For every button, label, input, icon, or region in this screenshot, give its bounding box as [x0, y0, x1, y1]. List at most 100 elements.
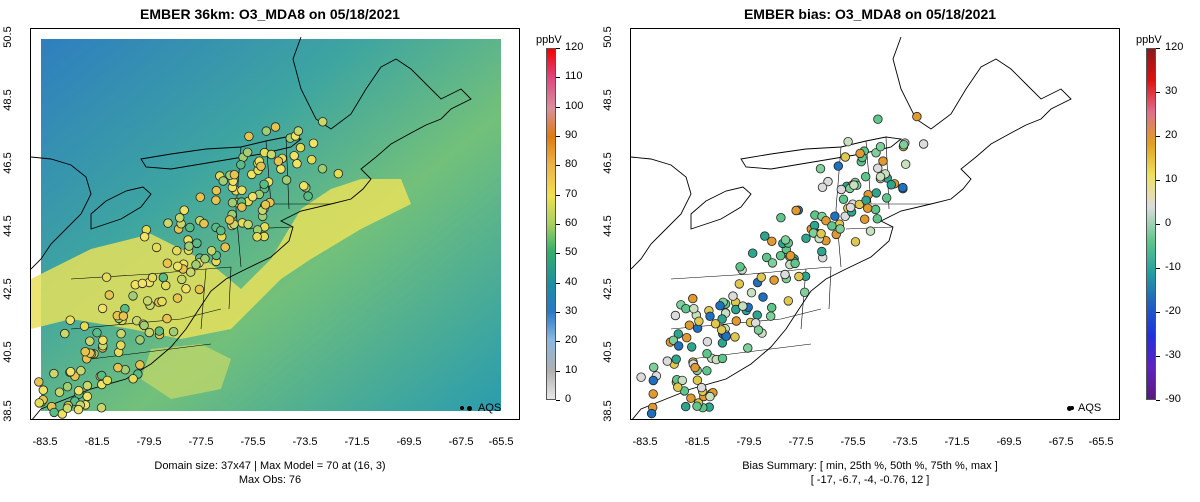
aqs-station-marker: [158, 272, 169, 283]
aqs-station-marker: [833, 161, 844, 171]
aqs-station-marker: [872, 214, 883, 224]
aqs-station-marker: [662, 356, 673, 366]
aqs-legend-label: AQS: [478, 402, 502, 414]
aqs-station-marker: [157, 296, 167, 307]
aqs-station-marker: [135, 360, 145, 370]
aqs-station-marker: [260, 200, 271, 210]
aqs-station-marker: [684, 320, 695, 330]
aqs-station-marker: [266, 149, 277, 160]
aqs-legend: AQS: [1067, 402, 1101, 414]
y-tick-label: 46.5: [2, 152, 14, 174]
aqs-station-marker: [861, 195, 871, 206]
great-lakes-outline: [31, 136, 303, 270]
aqs-station-marker: [76, 366, 86, 376]
aqs-station-marker: [85, 336, 95, 346]
aqs-station-marker: [74, 386, 84, 396]
aqs-station-marker: [710, 319, 721, 329]
colorbar-tick-label: 70: [565, 187, 578, 200]
model-map-title: EMBER 36km: O3_MDA8 on 05/18/2021: [140, 6, 400, 22]
aqs-station-marker: [118, 311, 129, 321]
y-tick-label: 38.5: [602, 400, 614, 422]
model-domain-summary: Domain size: 37x47 | Max Model = 70 at (…: [154, 460, 386, 472]
aqs-station-marker: [307, 154, 317, 165]
x-tick-label: -67.5: [448, 436, 474, 448]
colorbar-tick-label: 120: [1165, 41, 1184, 53]
colorbar-tick: [556, 136, 560, 137]
aqs-station-marker: [681, 304, 691, 314]
y-tick-label: 38.5: [2, 400, 14, 422]
aqs-station-marker: [753, 325, 764, 335]
aqs-station-marker: [308, 138, 319, 149]
bias-map-svg: [631, 36, 1074, 419]
aqs-station-marker: [801, 233, 811, 244]
aqs-station-marker: [717, 314, 727, 324]
bias-summary-header: Bias Summary: [ min, 25th %, 50th %, 75t…: [742, 460, 998, 472]
aqs-station-marker: [696, 382, 707, 393]
aqs-station-marker: [690, 362, 700, 373]
aqs-station-marker: [211, 195, 221, 205]
aqs-station-marker: [702, 349, 712, 359]
aqs-station-marker: [73, 404, 84, 415]
aqs-marker-icon: [1067, 405, 1072, 411]
colorbar-tick-label: 20: [565, 334, 578, 347]
aqs-station-marker: [96, 403, 107, 413]
aqs-station-marker: [34, 398, 44, 408]
colorbar-tick-label: 60: [565, 217, 578, 229]
y-tick-label: 40.5: [602, 341, 614, 363]
aqs-station-marker: [783, 296, 794, 306]
aqs-station-marker: [871, 188, 882, 198]
aqs-station-marker: [671, 354, 681, 364]
y-tick-label: 48.5: [602, 89, 614, 111]
max-obs-summary: Max Obs: 76: [238, 474, 302, 486]
aqs-station-marker: [194, 284, 205, 295]
colorbar-tick-label: -30: [1165, 349, 1181, 361]
aqs-station-marker: [752, 310, 762, 320]
colorbar-tick-label: 30: [1165, 85, 1178, 97]
aqs-station-marker: [199, 218, 209, 229]
colorbar-tick-label: 120: [565, 41, 584, 53]
aqs-station-marker: [102, 375, 113, 386]
aqs-station-marker: [716, 325, 727, 335]
aqs-station-marker: [859, 214, 870, 224]
aqs-station-marker: [185, 267, 196, 277]
aqs-station-marker: [82, 380, 93, 391]
colorbar-tick: [1156, 400, 1160, 401]
aqs-station-marker: [687, 342, 697, 352]
x-tick-label: -81.5: [684, 436, 710, 448]
aqs-station-marker: [252, 232, 262, 242]
aqs-station-marker: [850, 237, 861, 247]
colorbar-tick-label: 90: [565, 129, 578, 141]
y-tick-label: 42.5: [602, 278, 614, 300]
aqs-station-marker: [137, 278, 148, 289]
x-tick-label: -73.5: [292, 436, 318, 448]
y-tick-label: 42.5: [2, 278, 14, 300]
aqs-station-marker: [674, 341, 684, 351]
aqs-station-marker: [817, 246, 827, 257]
aqs-station-marker: [49, 407, 59, 418]
aqs-station-marker: [765, 311, 776, 321]
aqs-station-marker: [162, 258, 173, 268]
aqs-station-marker: [899, 140, 909, 150]
aqs-station-marker: [206, 246, 217, 256]
coastline: [32, 36, 472, 419]
aqs-station-marker: [747, 248, 758, 258]
aqs-station-marker: [181, 284, 191, 294]
aqs-station-marker: [734, 279, 745, 289]
aqs-station-marker: [743, 343, 753, 353]
aqs-station-marker: [38, 385, 49, 395]
colorbar-tick-label: -10: [1165, 261, 1181, 273]
aqs-station-marker: [677, 375, 688, 386]
aqs-station-marker: [692, 401, 702, 411]
aqs-legend-label: AQS: [1078, 402, 1102, 414]
aqs-station-marker: [646, 408, 657, 419]
aqs-station-marker: [211, 185, 222, 196]
aqs-station-marker: [873, 114, 883, 124]
colorbar-tick: [1156, 92, 1160, 93]
aqs-station-marker: [242, 147, 253, 158]
moderate-ozone-region: [141, 344, 231, 399]
aqs-station-marker: [901, 159, 911, 169]
aqs-station-marker: [79, 321, 90, 331]
aqs-station-marker: [174, 213, 185, 223]
aqs-station-marker: [886, 180, 896, 190]
aqs-station-marker: [817, 182, 828, 193]
